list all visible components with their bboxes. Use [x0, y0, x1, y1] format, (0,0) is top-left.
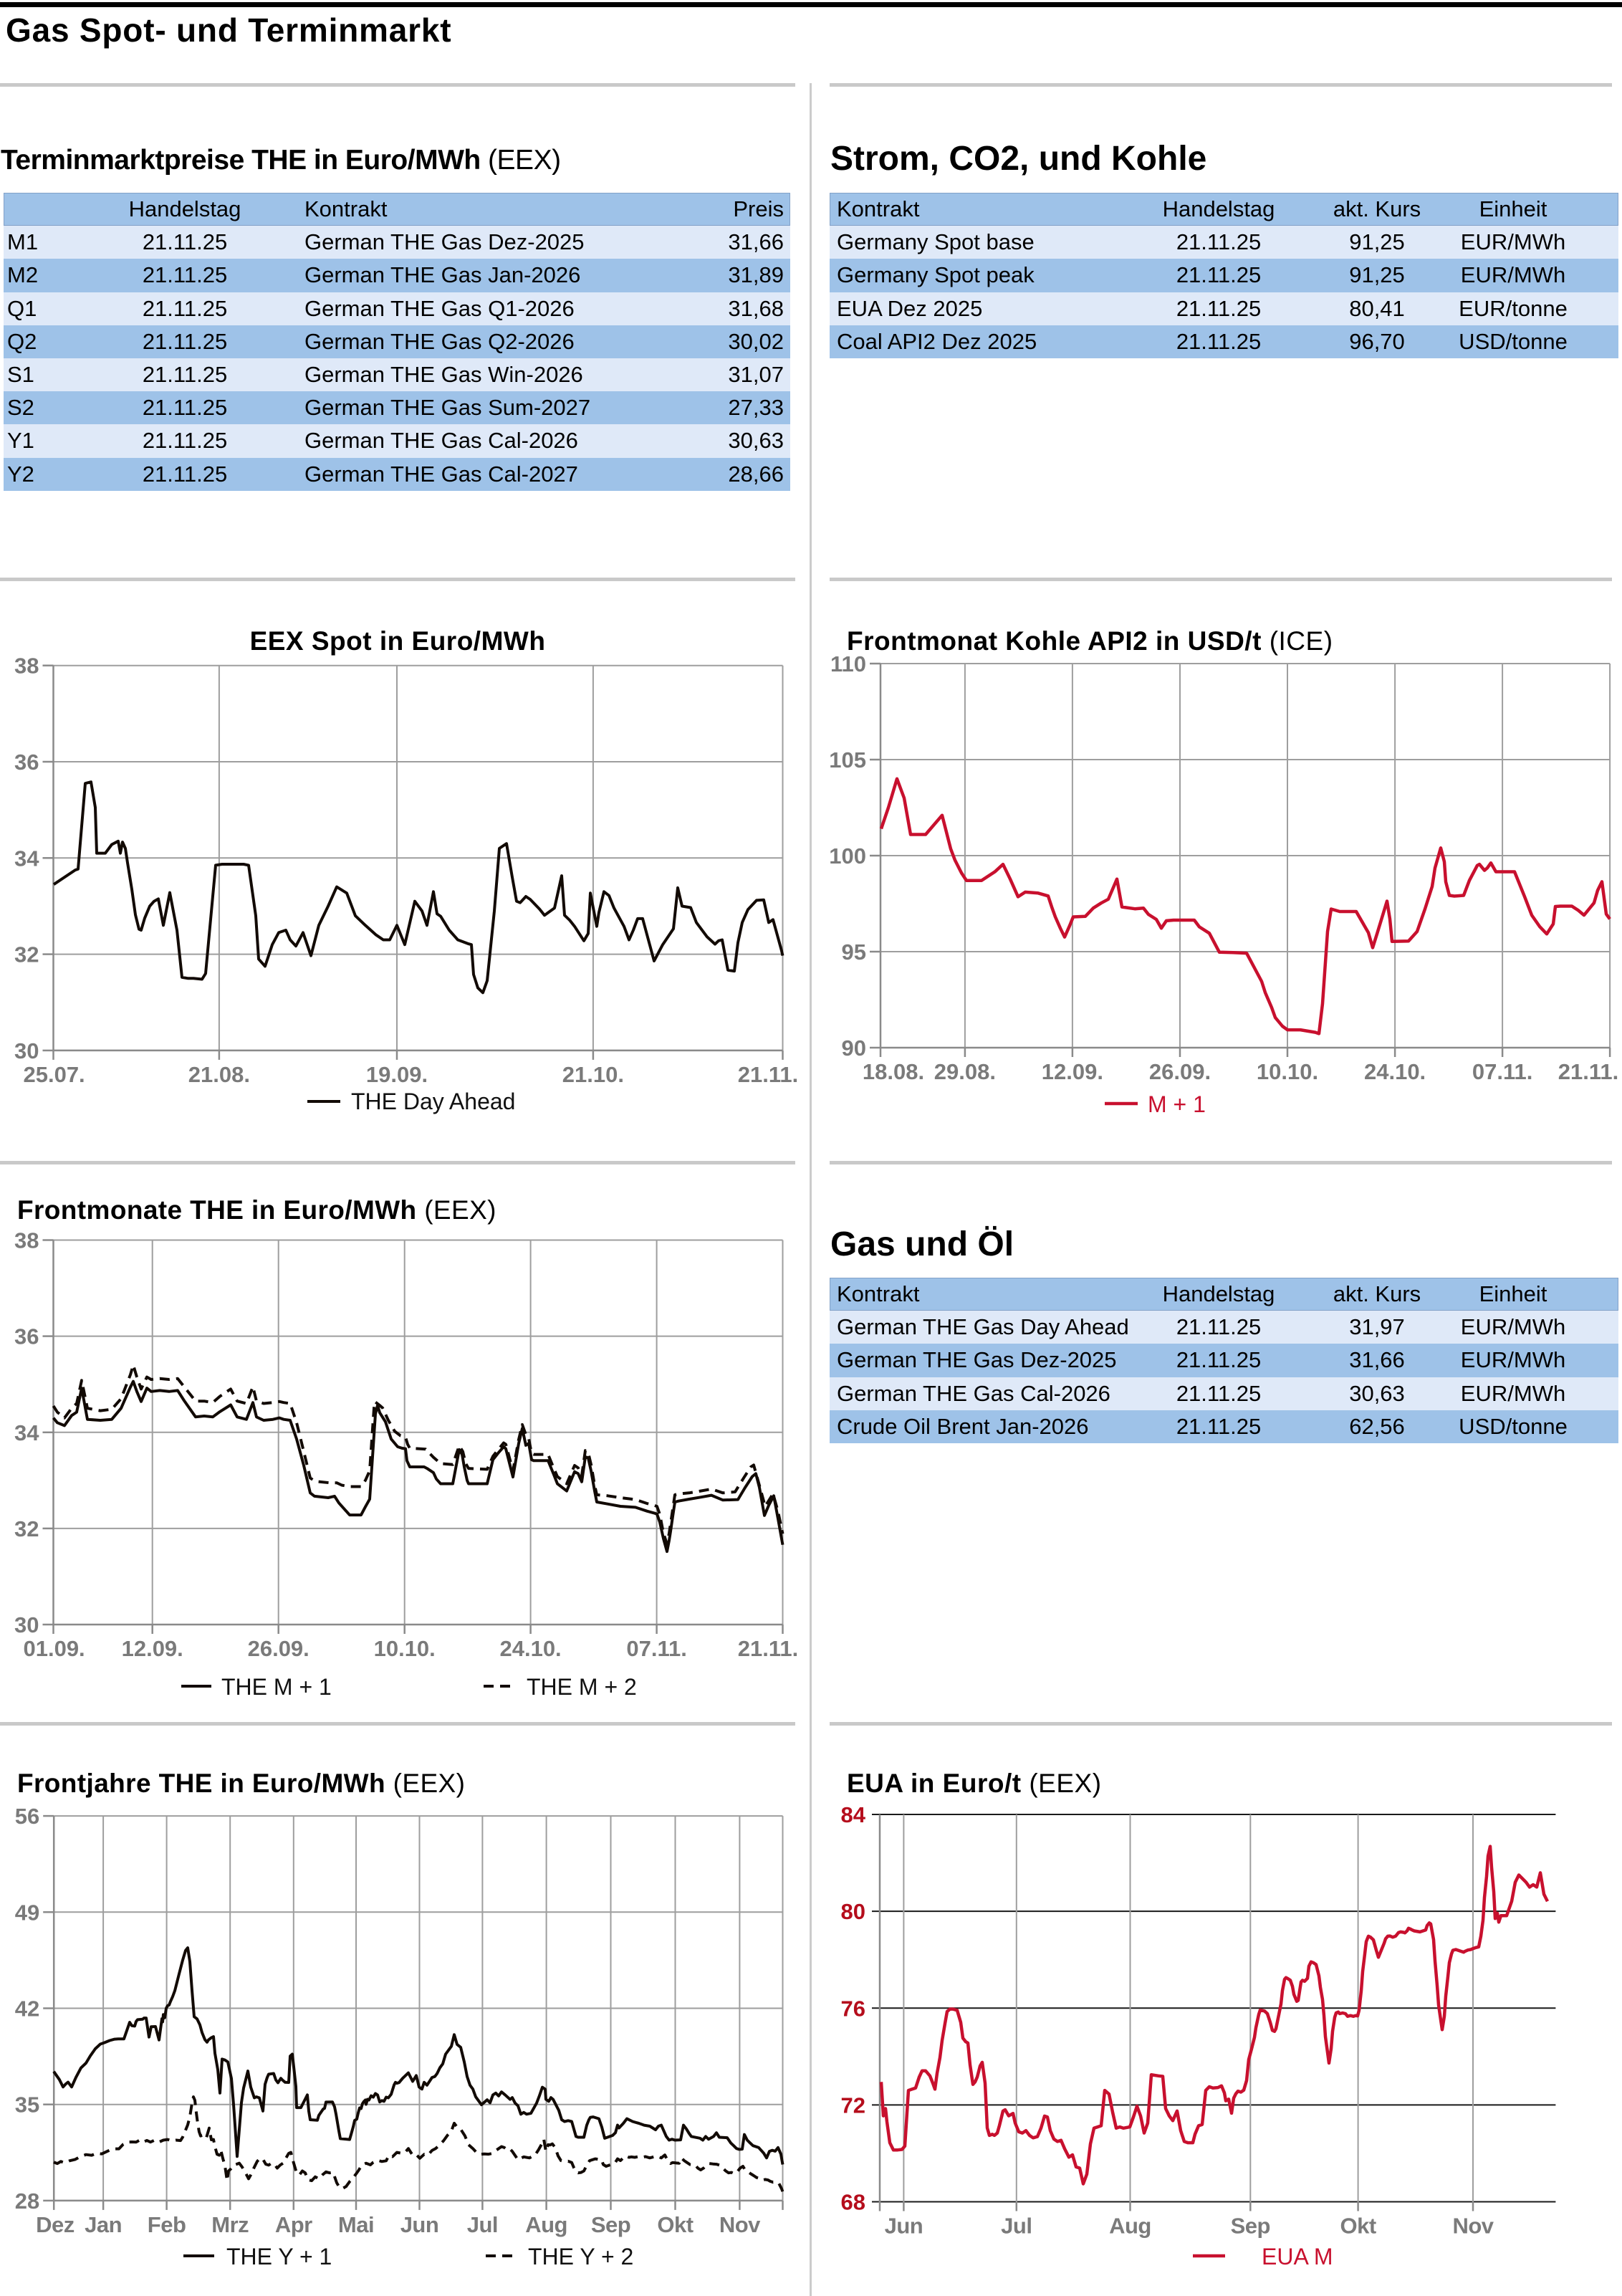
svg-text:72: 72 [841, 2092, 865, 2118]
svg-text:32: 32 [14, 942, 39, 967]
svg-text:Jul: Jul [1001, 2214, 1032, 2239]
svg-text:25.07.: 25.07. [23, 1062, 85, 1087]
svg-text:THE Y + 1: THE Y + 1 [226, 2244, 332, 2269]
svg-text:24.10.: 24.10. [1364, 1059, 1426, 1084]
svg-text:29.08.: 29.08. [934, 1059, 996, 1084]
svg-text:21.10.: 21.10. [562, 1062, 624, 1087]
svg-text:Sep: Sep [1231, 2214, 1270, 2239]
svg-text:21.11.: 21.11. [738, 1062, 798, 1087]
svg-text:84: 84 [841, 1802, 866, 1827]
svg-text:90: 90 [842, 1035, 866, 1061]
svg-text:EUA M: EUA M [1262, 2244, 1333, 2269]
svg-text:21.08.: 21.08. [188, 1062, 250, 1087]
svg-text:12.09.: 12.09. [1042, 1059, 1103, 1084]
svg-text:Jan: Jan [85, 2212, 122, 2237]
svg-text:36: 36 [14, 750, 39, 775]
svg-text:105: 105 [829, 747, 866, 772]
svg-text:07.11.: 07.11. [1472, 1059, 1532, 1084]
svg-text:M + 1: M + 1 [1148, 1091, 1206, 1117]
svg-text:68: 68 [841, 2190, 865, 2215]
svg-text:30: 30 [14, 1038, 39, 1063]
svg-text:110: 110 [830, 651, 866, 676]
svg-text:49: 49 [15, 1900, 39, 1925]
svg-text:35: 35 [15, 2092, 39, 2118]
svg-text:Apr: Apr [275, 2212, 312, 2237]
svg-text:12.09.: 12.09. [122, 1636, 183, 1661]
svg-text:76: 76 [841, 1996, 865, 2021]
svg-text:THE M + 2: THE M + 2 [527, 1674, 637, 1700]
svg-text:Jun: Jun [400, 2212, 439, 2237]
svg-text:Okt: Okt [1340, 2214, 1376, 2239]
svg-text:Okt: Okt [657, 2212, 693, 2237]
svg-text:Aug: Aug [1109, 2214, 1151, 2239]
svg-text:Nov: Nov [719, 2212, 761, 2237]
svg-text:34: 34 [14, 846, 39, 871]
svg-text:Mrz: Mrz [211, 2212, 249, 2237]
svg-text:Nov: Nov [1452, 2214, 1494, 2239]
svg-text:38: 38 [14, 1228, 39, 1253]
svg-text:24.10.: 24.10. [499, 1636, 561, 1661]
svg-text:01.09.: 01.09. [23, 1636, 85, 1661]
svg-text:18.08.: 18.08. [863, 1059, 924, 1084]
svg-text:34: 34 [14, 1420, 39, 1445]
svg-text:Mai: Mai [338, 2212, 374, 2237]
svg-text:42: 42 [15, 1996, 39, 2022]
svg-text:95: 95 [842, 939, 866, 965]
svg-text:26.09.: 26.09. [248, 1636, 309, 1661]
svg-text:26.09.: 26.09. [1149, 1059, 1211, 1084]
svg-text:100: 100 [829, 843, 866, 869]
svg-text:Sep: Sep [591, 2212, 630, 2237]
svg-text:Jul: Jul [467, 2212, 498, 2237]
svg-text:32: 32 [14, 1516, 39, 1541]
svg-text:THE M + 1: THE M + 1 [221, 1674, 332, 1700]
svg-text:Aug: Aug [525, 2212, 567, 2237]
svg-text:THE Y + 2: THE Y + 2 [528, 2244, 633, 2269]
svg-text:19.09.: 19.09. [366, 1062, 428, 1087]
svg-text:Feb: Feb [148, 2212, 186, 2237]
svg-text:Dez: Dez [36, 2212, 75, 2237]
svg-text:28: 28 [15, 2189, 39, 2214]
svg-text:38: 38 [14, 654, 39, 679]
svg-text:Jun: Jun [885, 2214, 923, 2239]
svg-text:21.11.: 21.11. [1558, 1059, 1618, 1084]
svg-text:10.10.: 10.10. [1257, 1059, 1318, 1084]
svg-text:07.11.: 07.11. [626, 1636, 686, 1661]
svg-text:56: 56 [15, 1804, 39, 1829]
svg-text:80: 80 [841, 1899, 865, 1924]
svg-text:30: 30 [14, 1612, 39, 1637]
svg-text:10.10.: 10.10. [374, 1636, 436, 1661]
svg-text:36: 36 [14, 1324, 39, 1349]
svg-text:21.11.: 21.11. [738, 1636, 798, 1661]
svg-text:THE Day Ahead: THE Day Ahead [351, 1089, 515, 1114]
